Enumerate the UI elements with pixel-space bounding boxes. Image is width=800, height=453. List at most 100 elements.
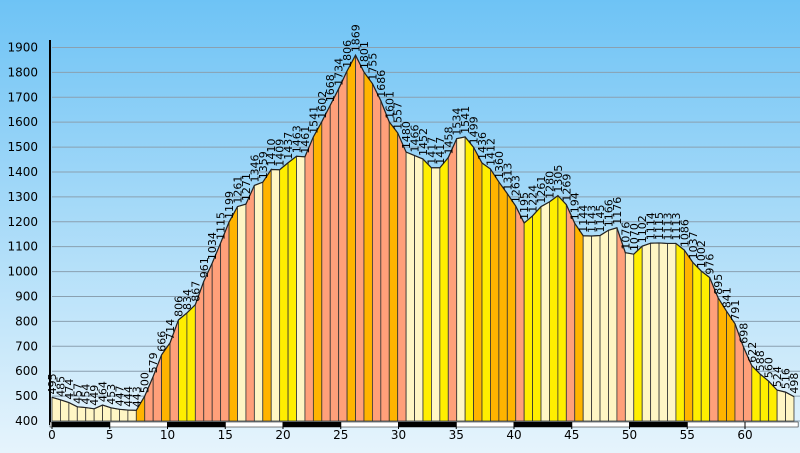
value-label: 1601 [383, 91, 396, 119]
profile-segment [667, 243, 677, 422]
y-tick-label: 1600 [7, 115, 38, 129]
profile-segment [616, 227, 626, 422]
profile-segment [776, 389, 786, 422]
value-label: 622 [746, 342, 759, 363]
profile-segment [464, 135, 474, 422]
profile-segment [178, 312, 188, 422]
x-axis-segment [283, 422, 341, 427]
profile-line [51, 53, 795, 411]
profile-segment [473, 147, 483, 422]
value-label: 1801 [358, 41, 371, 69]
y-tick-label: 1300 [7, 190, 38, 204]
profile-segment [599, 229, 609, 422]
value-label: 1145 [594, 204, 607, 232]
profile-segment [270, 169, 281, 422]
value-label: 1261 [231, 176, 244, 204]
profile-segment [338, 70, 348, 422]
value-label: 453 [105, 384, 118, 405]
value-label: 579 [147, 352, 160, 373]
value-label: 841 [721, 287, 734, 308]
value-label: 1541 [307, 106, 320, 134]
value-label: 474 [63, 379, 76, 400]
y-tick-label: 700 [15, 339, 38, 353]
profile-segment [228, 206, 238, 422]
value-label: 1144 [577, 205, 590, 233]
value-label: 1734 [333, 58, 346, 86]
profile-segment [565, 204, 576, 422]
profile-segment [186, 303, 196, 422]
profile-segment [414, 154, 424, 422]
profile-segment [624, 252, 635, 422]
value-label: 1037 [687, 231, 700, 259]
value-label: 714 [164, 319, 177, 340]
value-label: 524 [771, 366, 784, 387]
x-tick-label: 0 [48, 428, 56, 442]
profile-segment [641, 242, 652, 422]
value-label: 1541 [459, 106, 472, 134]
profile-segment [329, 88, 340, 422]
value-label: 588 [754, 350, 767, 371]
profile-segment [397, 132, 407, 422]
profile-segment [439, 156, 449, 422]
profile-segment [220, 221, 230, 422]
value-label: 1463 [291, 125, 304, 153]
profile-segment [161, 341, 171, 422]
value-label: 1412 [484, 138, 497, 166]
x-tick-label: 30 [391, 428, 406, 442]
profile-segment [726, 309, 736, 422]
profile-segment [650, 242, 660, 422]
value-label: 895 [712, 274, 725, 295]
profile-segment [119, 408, 129, 422]
value-label: 1417 [434, 137, 447, 165]
profile-segment [346, 55, 356, 422]
value-label: 464 [97, 381, 110, 402]
value-label: 867 [189, 281, 202, 302]
profile-segment [532, 205, 542, 422]
value-label: 791 [729, 300, 742, 321]
profile-segment [759, 373, 770, 422]
value-label: 1113 [661, 212, 674, 240]
value-label: 449 [88, 385, 101, 406]
value-label: 1409 [274, 139, 287, 167]
value-label: 1686 [375, 70, 388, 98]
x-tick-label: 20 [275, 428, 290, 442]
profile-segment [683, 248, 694, 422]
profile-segment [296, 155, 306, 422]
value-label: 1269 [560, 174, 573, 202]
y-tick-label: 1400 [7, 165, 38, 179]
profile-segment [253, 181, 264, 422]
y-tick-label: 1700 [7, 90, 38, 104]
value-label: 444 [122, 386, 135, 407]
profile-segment [431, 167, 441, 422]
value-label: 498 [788, 373, 800, 394]
value-label: 806 [172, 296, 185, 317]
value-label: 1806 [341, 40, 354, 68]
value-label: 1102 [636, 215, 649, 243]
value-label: 1280 [543, 171, 556, 199]
value-label: 485 [54, 376, 67, 397]
profile-segment [506, 192, 517, 422]
profile-segment [751, 364, 761, 422]
profile-segment [692, 261, 702, 422]
value-label: 1261 [535, 176, 548, 204]
profile-segment [523, 214, 533, 422]
value-label: 516 [780, 368, 793, 389]
profile-segment [380, 100, 390, 422]
value-label: 1224 [527, 185, 540, 213]
value-label: 1480 [400, 121, 413, 149]
value-label: 1602 [316, 91, 329, 119]
profile-segment [304, 136, 314, 422]
value-label: 1458 [442, 127, 455, 155]
value-label: 1086 [678, 219, 691, 247]
x-tick-label: 35 [449, 428, 464, 442]
value-label: 1534 [451, 108, 464, 136]
value-label: 1114 [645, 212, 658, 240]
value-label: 1271 [240, 173, 253, 201]
value-label: 1176 [611, 197, 624, 225]
x-axis-segment [398, 422, 457, 427]
profile-segment [582, 235, 593, 422]
y-tick-label: 1900 [7, 40, 38, 54]
profile-segment [237, 203, 247, 422]
x-tick-label: 55 [680, 428, 695, 442]
